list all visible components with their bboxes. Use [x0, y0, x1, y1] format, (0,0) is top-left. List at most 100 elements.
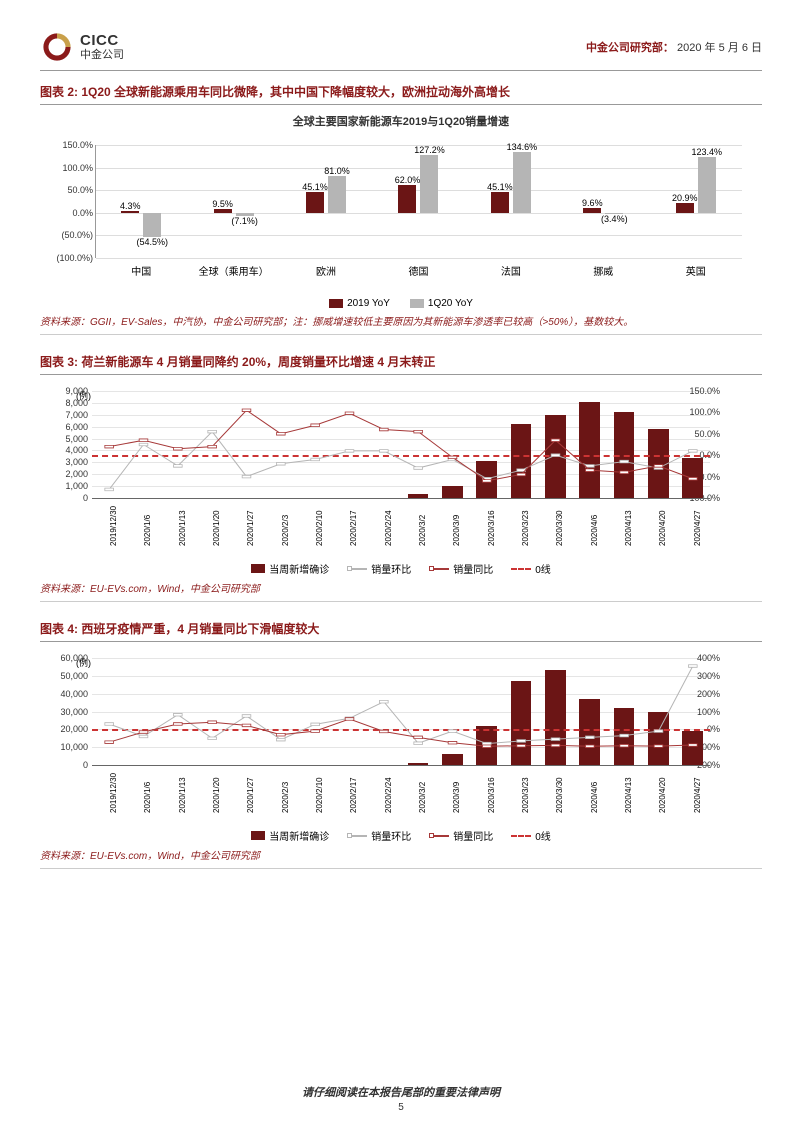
chart2-xlabel: 挪威 [557, 263, 649, 278]
combo-bar [442, 486, 463, 498]
logo-cn: 中金公司 [80, 49, 124, 61]
chart2-bar: 62.0% [398, 185, 416, 213]
combo-bar-slot [435, 391, 469, 498]
chart2-bar-label: 20.9% [672, 193, 698, 203]
page-footer: 请仔细阅读在本报告尾部的重要法律声明 5 [0, 1084, 802, 1113]
chart2-bar: (7.1%) [236, 213, 254, 216]
legend-swatch [251, 831, 265, 840]
combo-left-ylabel: 50,000 [60, 671, 88, 681]
combo-bar-slot [332, 658, 366, 765]
combo-bar-slot [504, 658, 538, 765]
combo-bar [476, 726, 497, 765]
combo-left-ylabel: 20,000 [60, 724, 88, 734]
combo-bar-slot [607, 391, 641, 498]
combo-xlabel: 2020/4/13 [607, 765, 641, 820]
combo-xlabel: 2020/3/2 [401, 498, 435, 553]
chart2-xlabel: 德国 [372, 263, 464, 278]
legend-swatch [329, 299, 343, 308]
chart2-xlabel: 全球（乘用车） [187, 263, 279, 278]
chart2-group: 45.1%134.6% [465, 145, 557, 258]
combo-left-ylabel: 0 [83, 760, 88, 770]
chart2-bar-label: 81.0% [324, 166, 350, 176]
combo-bar-slot [538, 391, 572, 498]
combo-xlabel: 2020/3/16 [470, 765, 504, 820]
chart2-group: 20.9%123.4% [650, 145, 742, 258]
combo-bar-slot [332, 391, 366, 498]
chart2-group: 45.1%81.0% [280, 145, 372, 258]
chart2-bar-label: 9.5% [212, 199, 233, 209]
combo-xlabel: 2020/3/30 [538, 498, 572, 553]
chart4-section: 图表 4: 西班牙疫情严重，4 月销量同比下滑幅度较大 60,00050,000… [40, 620, 762, 869]
chart2-section: 图表 2: 1Q20 全球新能源乘用车同比微降，其中中国下降幅度较大，欧洲拉动海… [40, 83, 762, 335]
combo-bar-slot [538, 658, 572, 765]
chart2-plot: 150.0%100.0%50.0%0.0%(50.0%)(100.0%) 4.3… [50, 135, 752, 290]
legend-label: 当周新增确诊 [269, 828, 329, 843]
combo-xlabel: 2020/2/24 [367, 765, 401, 820]
chart2-xlabel: 中国 [95, 263, 187, 278]
logo-en: CICC [80, 33, 124, 50]
chart2-ylabel: 50.0% [67, 185, 93, 195]
chart2-bar: 20.9% [676, 203, 694, 212]
combo-unit-label: (例) [76, 389, 91, 402]
combo-bar-slot [470, 658, 504, 765]
combo-bar-slot [641, 391, 675, 498]
combo-bar [476, 461, 497, 498]
combo-bar-slot [126, 658, 160, 765]
combo-bar-slot [298, 391, 332, 498]
legend-swatch [410, 299, 424, 308]
chart4-legend: 当周新增确诊销量环比销量同比0线 [40, 828, 762, 843]
chart3-source: 资料来源：EU-EVs.com，Wind，中金公司研究部 [40, 580, 762, 602]
combo-xlabel: 2020/1/13 [161, 498, 195, 553]
page-root: CICC 中金公司 中金公司研究部： 2020 年 5 月 6 日 图表 2: … [0, 0, 802, 1133]
page-header: CICC 中金公司 中金公司研究部： 2020 年 5 月 6 日 [40, 30, 762, 71]
chart2-bar: (3.4%) [605, 213, 623, 215]
combo-left-ylabel: 1,000 [65, 481, 88, 491]
combo-xlabel: 2020/1/6 [126, 765, 160, 820]
header-right: 中金公司研究部： 2020 年 5 月 6 日 [586, 39, 762, 55]
combo-bar-slot [126, 391, 160, 498]
combo-xlabel: 2020/1/20 [195, 498, 229, 553]
legend-label: 销量环比 [371, 561, 411, 576]
combo-bar-slot [92, 658, 126, 765]
chart2-group: 9.5% (7.1%) [187, 145, 279, 258]
combo-bar-slot [401, 391, 435, 498]
chart3-plot: 9,0008,0007,0006,0005,0004,0003,0002,000… [50, 383, 752, 553]
combo-bar-slot [676, 658, 710, 765]
footer-disclaimer: 请仔细阅读在本报告尾部的重要法律声明 [0, 1084, 802, 1100]
combo-left-ylabel: 10,000 [60, 742, 88, 752]
combo-xlabel: 2020/2/3 [264, 765, 298, 820]
combo-bar-slot [195, 658, 229, 765]
chart2-bar: 123.4% [698, 157, 716, 213]
combo-bar-slot [676, 391, 710, 498]
combo-xlabel: 2020/1/6 [126, 498, 160, 553]
chart2-bar-label: (54.5%) [136, 237, 168, 247]
combo-xlabel: 2020/1/27 [229, 765, 263, 820]
combo-left-ylabel: 6,000 [65, 422, 88, 432]
combo-bar-slot [298, 658, 332, 765]
combo-xlabel: 2020/2/3 [264, 498, 298, 553]
combo-legend-item: 销量环比 [347, 561, 411, 576]
legend-swatch [347, 565, 367, 573]
combo-legend-item: 0线 [511, 828, 551, 843]
chart2-bar-label: (3.4%) [601, 214, 628, 224]
chart4-plot: 60,00050,00040,00030,00020,00010,0000400… [50, 650, 752, 820]
page-number: 5 [0, 1102, 802, 1113]
combo-bar-slot [195, 391, 229, 498]
combo-bar-slot [367, 658, 401, 765]
combo-left-ylabel: 7,000 [65, 410, 88, 420]
combo-xlabel: 2020/3/16 [470, 498, 504, 553]
combo-bar [614, 708, 635, 765]
combo-bar [682, 731, 703, 765]
chart2-ylabel: (50.0%) [61, 230, 93, 240]
combo-xlabel: 2020/3/30 [538, 765, 572, 820]
chart2-title: 图表 2: 1Q20 全球新能源乘用车同比微降，其中中国下降幅度较大，欧洲拉动海… [40, 83, 762, 105]
combo-xlabel: 2020/2/24 [367, 498, 401, 553]
combo-bar [442, 754, 463, 765]
legend-swatch [429, 832, 449, 840]
combo-xlabel: 2020/3/2 [401, 765, 435, 820]
chart2-bar-label: (7.1%) [231, 216, 258, 226]
chart2-ylabel: (100.0%) [56, 253, 93, 263]
chart4-title: 图表 4: 西班牙疫情严重，4 月销量同比下滑幅度较大 [40, 620, 762, 642]
combo-xlabel: 2020/3/9 [435, 765, 469, 820]
combo-xlabel: 2020/2/17 [332, 765, 366, 820]
